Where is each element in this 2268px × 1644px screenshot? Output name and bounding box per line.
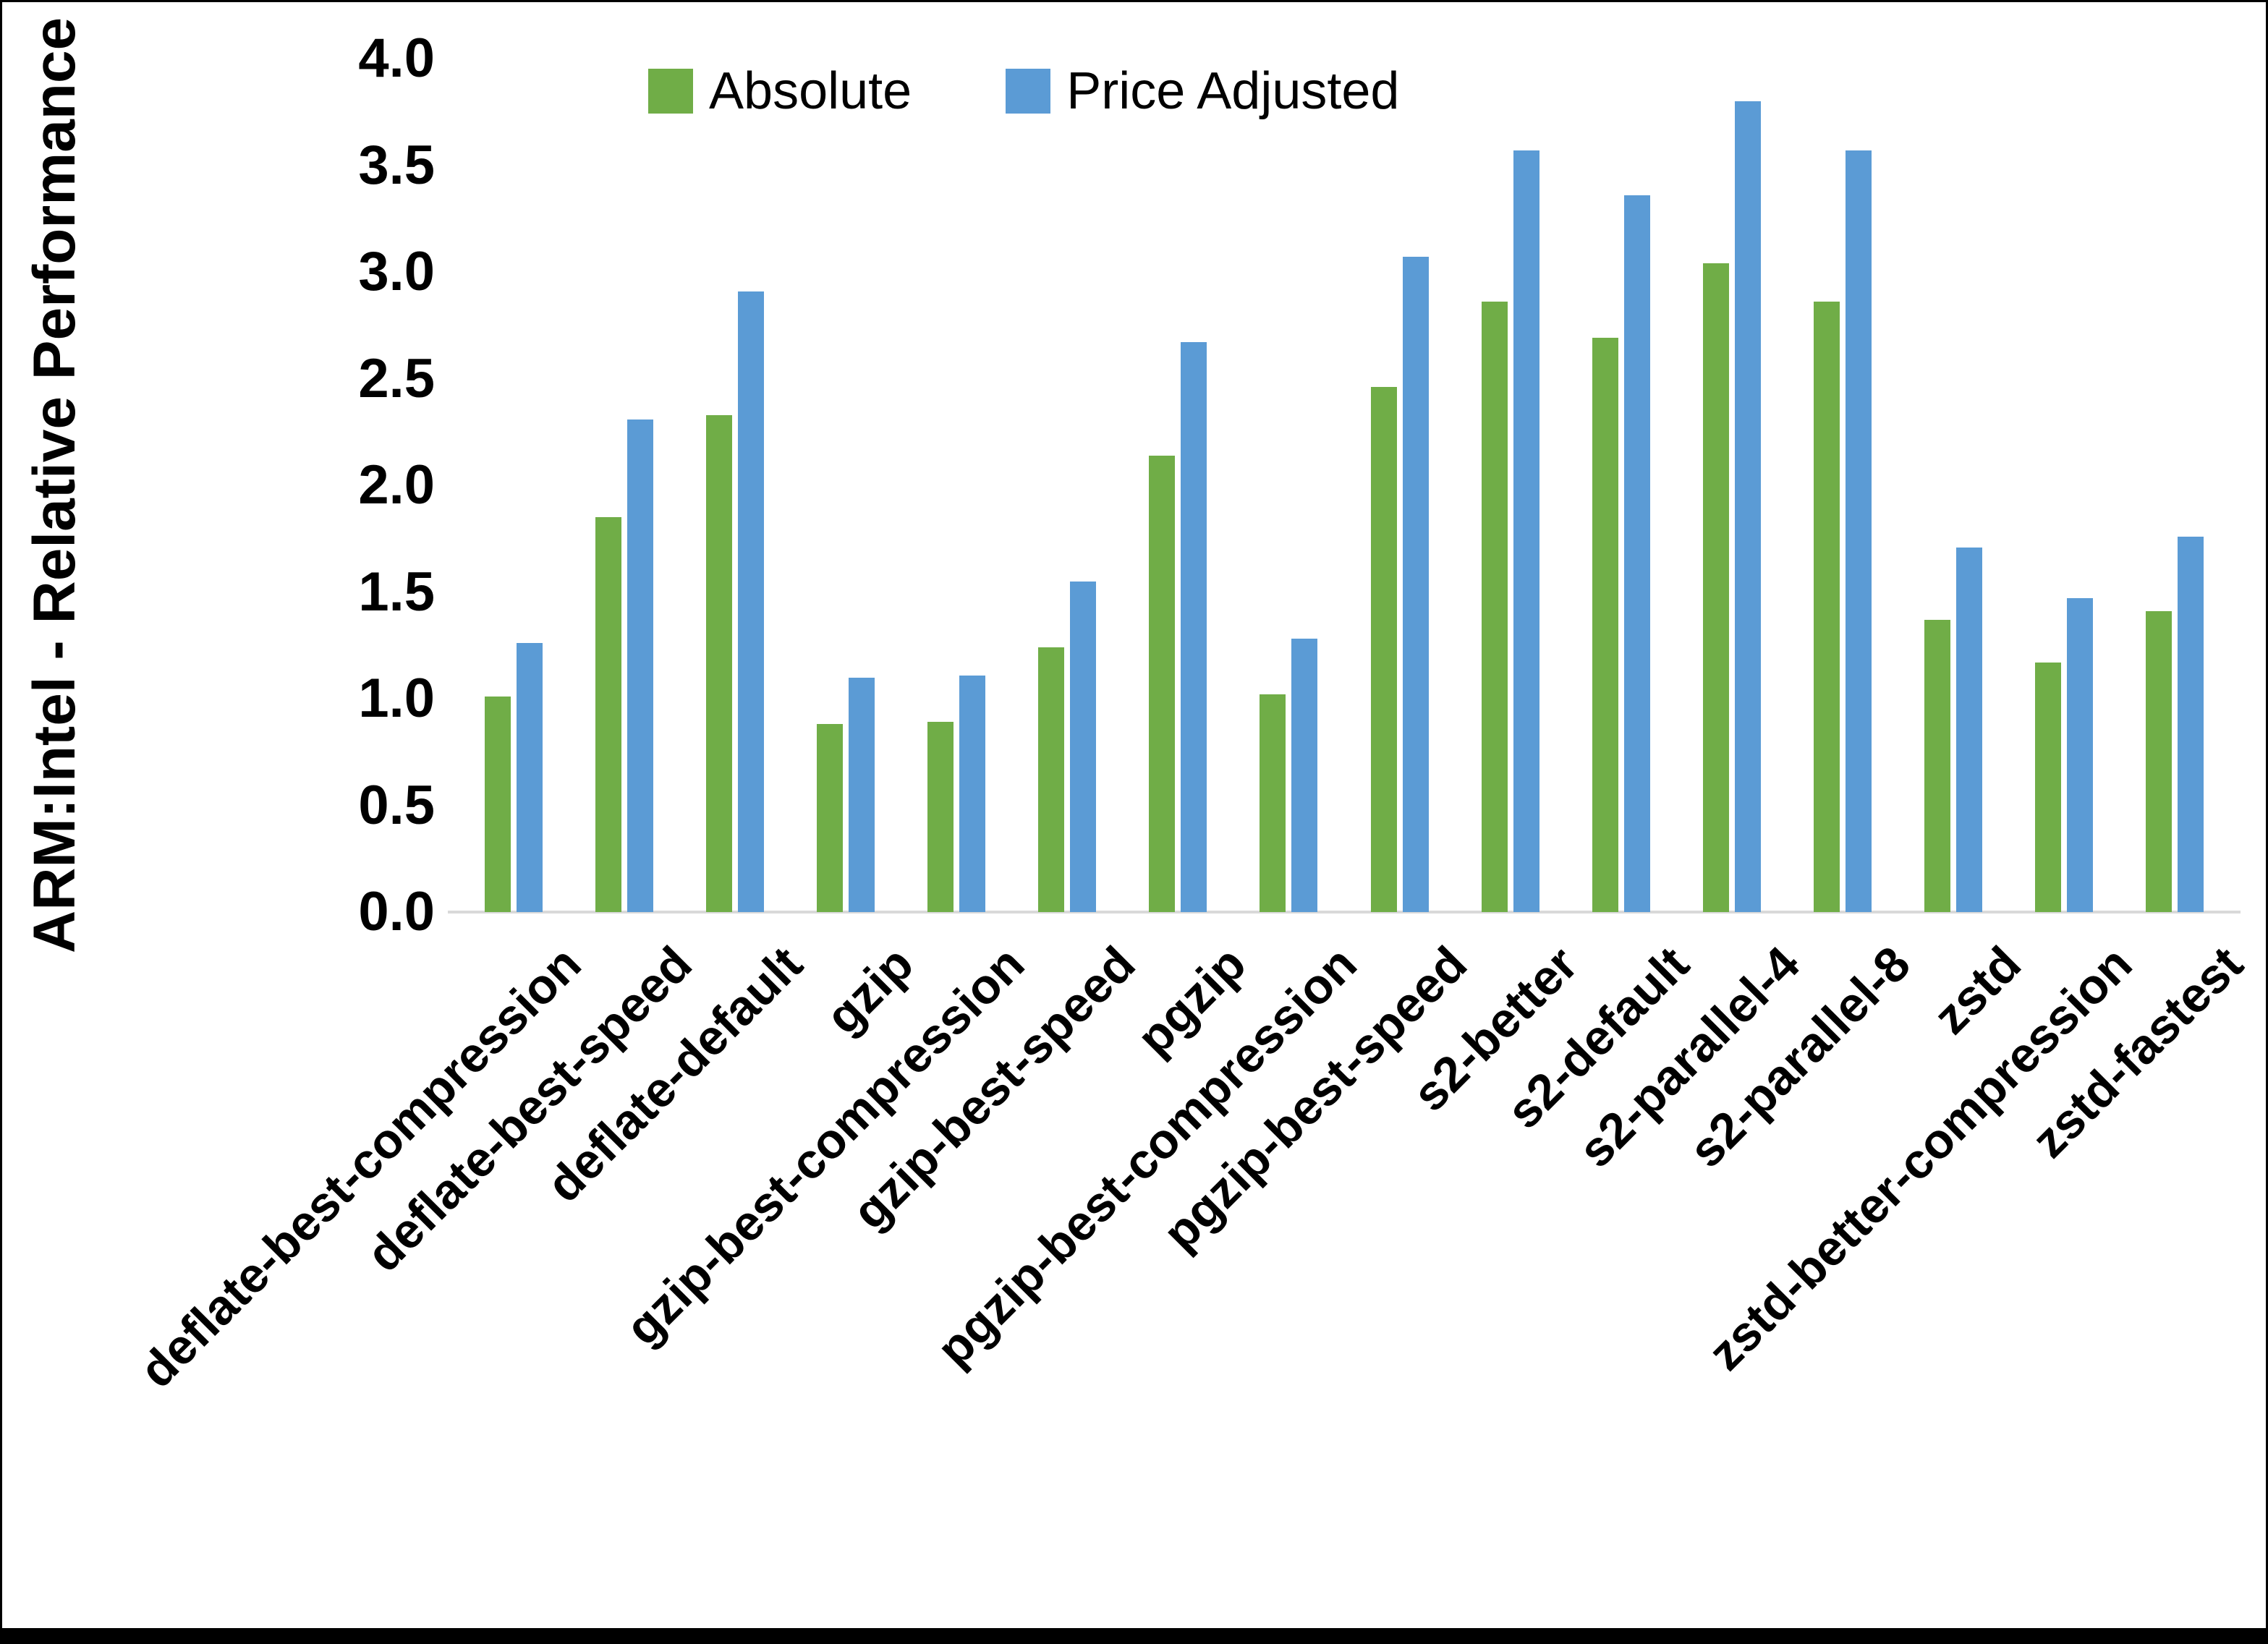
bar-price-adjusted-gzip-best-speed <box>1070 581 1097 912</box>
y-tick-label: 2.5 <box>358 347 435 409</box>
bar-price-adjusted-s2-better <box>1513 150 1539 912</box>
bar-absolute-s2-better <box>1481 302 1508 912</box>
y-tick-label: 2.0 <box>358 454 435 516</box>
bar-price-adjusted-s2-default <box>1623 195 1650 912</box>
bar-absolute-zstd-fastest <box>2146 611 2173 912</box>
legend-label-absolute: Absolute <box>709 62 912 120</box>
y-tick-label: 0.0 <box>358 881 435 942</box>
bar-absolute-deflate-best-compression <box>484 697 511 912</box>
bar-price-adjusted-zstd-fastest <box>2178 536 2204 912</box>
absolute-series-swatch-icon <box>648 69 693 114</box>
bar-absolute-s2-parallel-8 <box>1814 302 1840 912</box>
bar-price-adjusted-pgzip-best-speed <box>1402 257 1429 912</box>
bar-price-adjusted-pgzip <box>1181 342 1207 912</box>
bar-absolute-deflate-best-speed <box>595 517 621 912</box>
y-tick-label: 3.0 <box>358 241 435 302</box>
y-tick-label: 0.5 <box>358 774 435 836</box>
bar-absolute-gzip-best-compression <box>927 722 954 912</box>
x-axis-line <box>448 911 2241 913</box>
bar-price-adjusted-s2-parallel-4 <box>1734 101 1761 912</box>
y-tick-label: 1.0 <box>358 668 435 729</box>
y-axis-tick-labels: 0.0 0.5 1.0 1.5 2.0 2.5 3.0 3.5 4.0 <box>2 31 435 940</box>
bar-price-adjusted-deflate-best-compression <box>516 643 543 912</box>
bar-price-adjusted-zstd <box>1956 547 1983 912</box>
y-tick-label: 3.5 <box>358 134 435 196</box>
bar-absolute-zstd <box>1924 619 1951 912</box>
bar-absolute-pgzip <box>1149 455 1176 912</box>
bar-price-adjusted-zstd-better-compression <box>2067 598 2094 912</box>
bar-price-adjusted-s2-parallel-8 <box>1846 150 1872 912</box>
bar-price-adjusted-deflate-default <box>737 291 764 912</box>
legend-entry-price-adjusted: Price Adjusted <box>1006 61 1399 121</box>
legend-entry-absolute: Absolute <box>648 61 912 121</box>
bar-absolute-gzip <box>816 724 843 912</box>
bar-absolute-pgzip-best-compression <box>1260 694 1286 912</box>
price-adjusted-series-swatch-icon <box>1006 69 1051 114</box>
bar-price-adjusted-gzip <box>848 677 875 912</box>
bar-absolute-gzip-best-speed <box>1038 647 1065 912</box>
legend-label-price-adjusted: Price Adjusted <box>1066 62 1400 120</box>
bar-price-adjusted-gzip-best-compression <box>959 675 986 912</box>
x-category-label: deflate-best-compression <box>129 936 592 1399</box>
plot-area <box>448 59 2241 913</box>
bar-absolute-deflate-default <box>705 414 732 912</box>
y-tick-label: 4.0 <box>358 27 435 89</box>
bar-price-adjusted-deflate-best-speed <box>627 419 653 912</box>
bar-absolute-s2-default <box>1592 338 1618 912</box>
bar-price-adjusted-pgzip-best-compression <box>1291 639 1318 912</box>
bar-absolute-zstd-better-compression <box>2035 662 2062 912</box>
legend: Absolute Price Adjusted <box>648 61 1399 121</box>
y-tick-label: 1.5 <box>358 561 435 623</box>
bar-absolute-pgzip-best-speed <box>1370 387 1397 912</box>
bar-absolute-s2-parallel-4 <box>1702 263 1729 912</box>
